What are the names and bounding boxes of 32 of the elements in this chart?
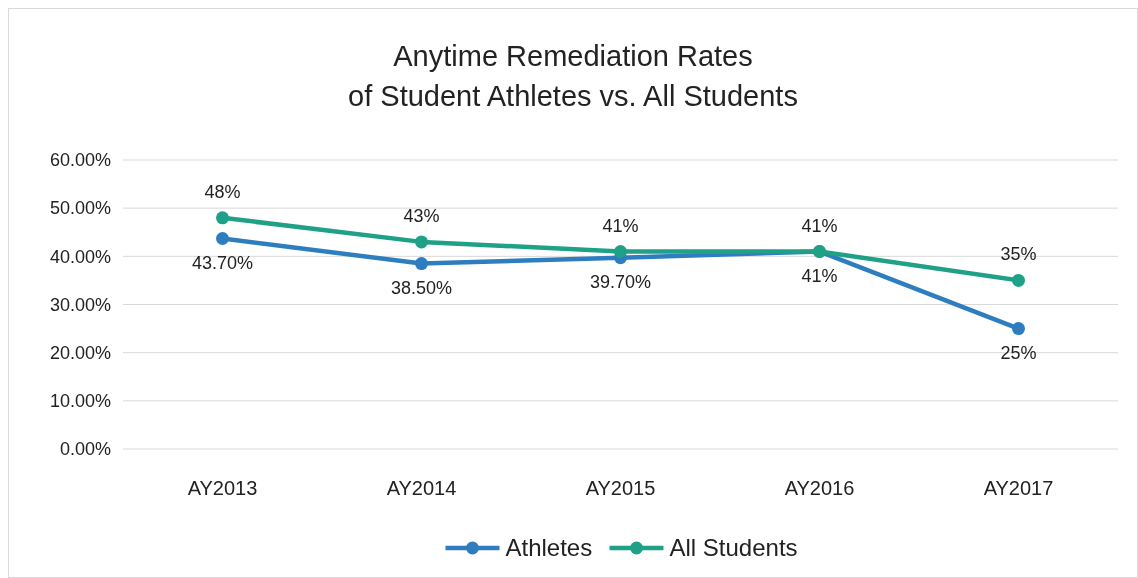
x-tick-label: AY2014 bbox=[386, 477, 457, 499]
data-label: 41% bbox=[602, 215, 639, 236]
point bbox=[1012, 273, 1025, 287]
y-tick-label: 50.00% bbox=[49, 198, 111, 219]
point bbox=[216, 211, 229, 225]
x-tick-label: AY2017 bbox=[983, 477, 1054, 499]
y-tick-label: 60.00% bbox=[49, 150, 111, 171]
point bbox=[415, 257, 428, 271]
y-tick-label: 20.00% bbox=[49, 342, 111, 363]
chart-title: Anytime Remediation Rates of Student Athletes vs. All Students bbox=[348, 40, 798, 112]
data-label: 39.70% bbox=[589, 271, 652, 292]
legend-label: Athletes bbox=[505, 534, 593, 562]
data-label: 38.50% bbox=[390, 277, 453, 298]
x-tick-label: AY2016 bbox=[784, 477, 855, 499]
legend-label: All Students bbox=[669, 534, 798, 562]
x-tick-label: AY2013 bbox=[187, 477, 258, 499]
data-label: 25% bbox=[1000, 342, 1037, 363]
data-label: 41% bbox=[801, 265, 838, 286]
point bbox=[614, 245, 627, 259]
y-tick-label: 40.00% bbox=[49, 246, 111, 267]
y-tick-label: 30.00% bbox=[49, 294, 111, 315]
point bbox=[1012, 322, 1025, 336]
data-label: 43% bbox=[403, 205, 440, 226]
data-label: 35% bbox=[1000, 244, 1037, 265]
point bbox=[415, 235, 428, 249]
data-label: 41% bbox=[801, 215, 838, 236]
y-tick-label: 0.00% bbox=[59, 439, 111, 460]
data-label: 48% bbox=[204, 181, 241, 202]
y-tick-label: 10.00% bbox=[49, 391, 111, 412]
x-tick-label: AY2015 bbox=[585, 477, 656, 499]
data-label: 43.70% bbox=[191, 252, 254, 273]
point bbox=[216, 232, 229, 246]
